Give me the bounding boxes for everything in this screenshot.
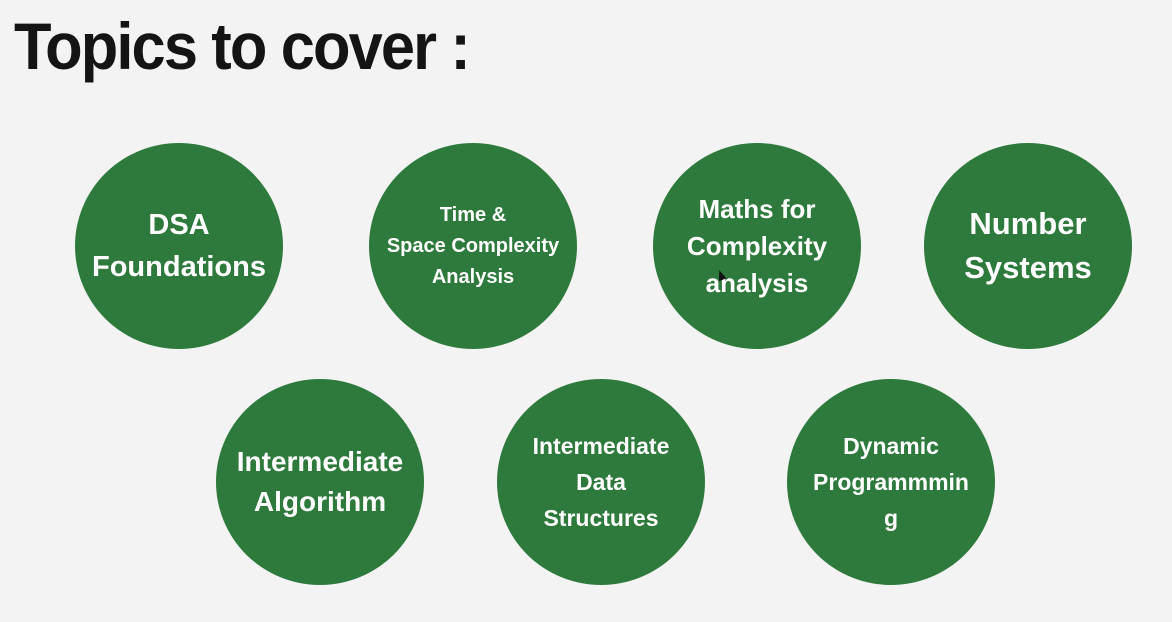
topic-label-line: Time &: [439, 203, 507, 226]
topic-maths-for-complexity: Maths for Complexity analysis: [653, 143, 861, 349]
topic-label-line: Data: [576, 469, 626, 495]
topic-time-space-complexity: Time & Space Complexity Analysis: [369, 143, 577, 349]
topic-intermediate-algorithm: Intermediate Algorithm: [216, 379, 424, 585]
topic-label-line: Complexity: [686, 230, 828, 261]
topic-label-line: Foundations: [92, 251, 266, 283]
topic-label-line: Analysis: [431, 265, 515, 288]
topic-dynamic-programming: Dynamic Programmmin g: [787, 379, 995, 585]
topic-label-line: Maths for: [698, 193, 816, 224]
topic-label-line: Space Complexity: [386, 234, 560, 257]
topic-dsa-foundations: DSA Foundations: [75, 143, 283, 349]
topic-label-line: Structures: [543, 505, 659, 531]
topic-intermediate-data-structures: Intermediate Data Structures: [497, 379, 705, 585]
topic-label-line: Intermediate: [532, 433, 670, 459]
topic-label-line: g: [883, 505, 899, 531]
topic-label-line: DSA: [148, 209, 210, 241]
topic-number-systems: Number Systems: [924, 143, 1132, 349]
topic-label-line: Programmmin: [813, 469, 969, 495]
slide-title: Topics to cover :: [14, 9, 471, 83]
topic-label-line: analysis: [705, 267, 809, 298]
topic-label-line: Dynamic: [843, 433, 939, 459]
topic-label-line: Systems: [964, 250, 1092, 285]
topic-label-line: Algorithm: [253, 486, 387, 517]
topic-label-line: Intermediate: [236, 446, 404, 477]
topic-label-line: Number: [969, 206, 1087, 241]
